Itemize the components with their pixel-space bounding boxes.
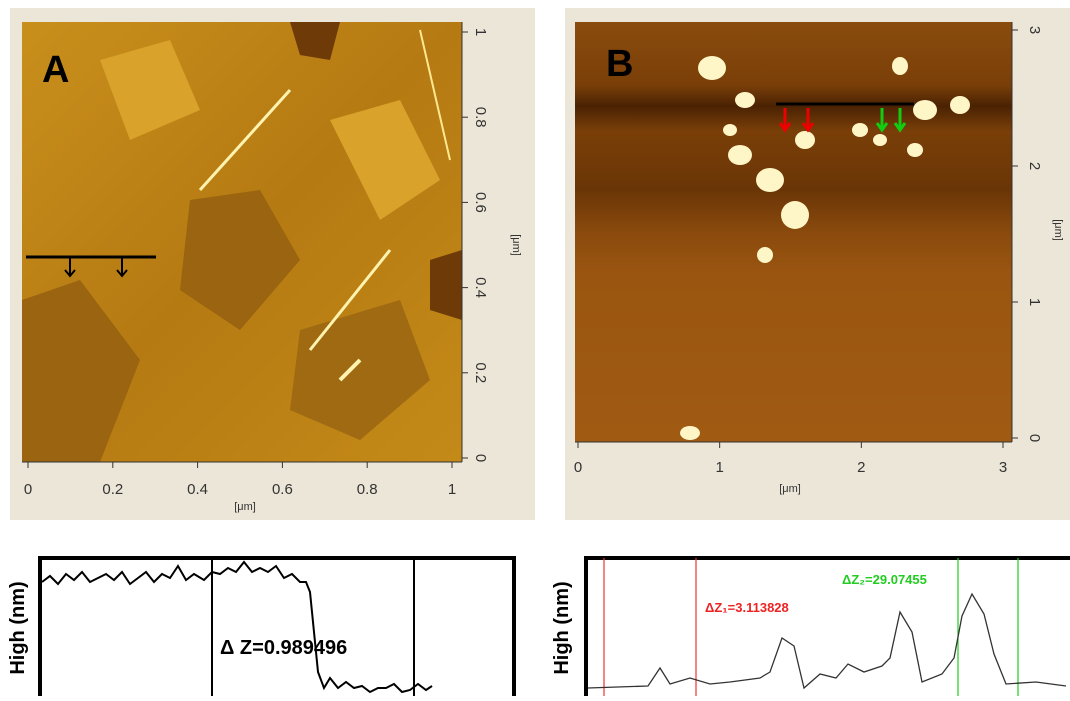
x-unit: [μm] bbox=[234, 501, 256, 513]
y-unit: [μm] bbox=[1052, 219, 1064, 241]
x-unit: [μm] bbox=[779, 483, 801, 495]
y-tick-label: 0.8 bbox=[472, 107, 489, 128]
annotation: ΔZ₁=3.113828 bbox=[705, 600, 789, 615]
profile-box bbox=[586, 558, 1070, 696]
y-tick-label: 1 bbox=[472, 28, 489, 36]
y-unit: [μm] bbox=[510, 234, 522, 256]
panel-label: B bbox=[606, 43, 633, 85]
x-tick-label: 0.8 bbox=[357, 481, 378, 498]
x-tick-label: 0 bbox=[24, 481, 32, 498]
x-tick-label: 0.6 bbox=[272, 481, 293, 498]
y-axis-label: High (nm) bbox=[551, 581, 573, 674]
x-tick-label: 0.2 bbox=[102, 481, 123, 498]
page: {"panel_a":{"label":"A","x_ticks":[0,0.2… bbox=[0, 0, 1070, 696]
x-tick-label: 1 bbox=[448, 481, 456, 498]
y-tick-label: 0 bbox=[472, 454, 489, 462]
x-tick-label: 0 bbox=[574, 459, 582, 476]
panel-label: A bbox=[42, 49, 69, 91]
figure: A [μm] [μm] B [μm] [μm] Δ Z=0.989496 Hig… bbox=[0, 0, 1070, 696]
y-tick-label: 3 bbox=[1026, 26, 1043, 34]
afm-image bbox=[575, 22, 1012, 442]
y-tick-label: 2 bbox=[1026, 162, 1043, 170]
y-tick-label: 0 bbox=[1026, 434, 1043, 442]
x-tick-label: 1 bbox=[715, 459, 723, 476]
y-axis-label: High (nm) bbox=[7, 581, 29, 674]
x-tick-label: 3 bbox=[999, 459, 1007, 476]
y-tick-label: 0.4 bbox=[472, 277, 489, 298]
y-tick-label: 0.2 bbox=[472, 362, 489, 383]
y-tick-label: 1 bbox=[1026, 298, 1043, 306]
x-tick-label: 2 bbox=[857, 459, 865, 476]
x-tick-label: 0.4 bbox=[187, 481, 208, 498]
y-tick-label: 0.6 bbox=[472, 192, 489, 213]
annotation: Δ Z=0.989496 bbox=[220, 637, 347, 659]
annotation: ΔZ₂=29.07455 bbox=[842, 572, 927, 587]
